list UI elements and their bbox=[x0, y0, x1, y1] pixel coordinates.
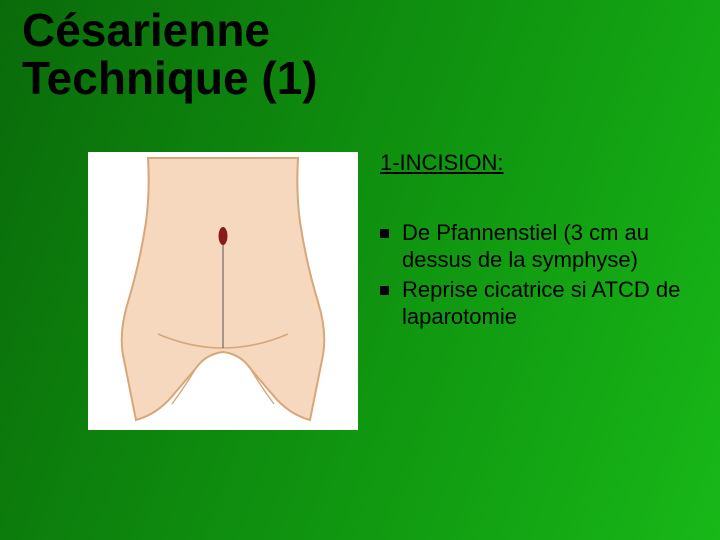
navel-icon bbox=[219, 227, 228, 245]
title-line-2: Technique (1) bbox=[22, 54, 318, 102]
bullet-list: De Pfannenstiel (3 cm au dessus de la sy… bbox=[380, 220, 690, 330]
section-subtitle: 1-INCISION: bbox=[380, 150, 690, 176]
bullet-text: De Pfannenstiel (3 cm au dessus de la sy… bbox=[402, 220, 649, 271]
abdomen-svg bbox=[88, 152, 358, 430]
title-line-1: Césarienne bbox=[22, 6, 318, 54]
page-title: Césarienne Technique (1) bbox=[22, 6, 318, 103]
bullet-text: Reprise cicatrice si ATCD de laparotomie bbox=[402, 277, 680, 328]
list-item: Reprise cicatrice si ATCD de laparotomie bbox=[380, 277, 690, 330]
list-item: De Pfannenstiel (3 cm au dessus de la sy… bbox=[380, 220, 690, 273]
anatomy-figure bbox=[88, 152, 358, 430]
text-content: 1-INCISION: De Pfannenstiel (3 cm au des… bbox=[380, 150, 690, 334]
slide: Césarienne Technique (1) 1-INCISION: De … bbox=[0, 0, 720, 540]
